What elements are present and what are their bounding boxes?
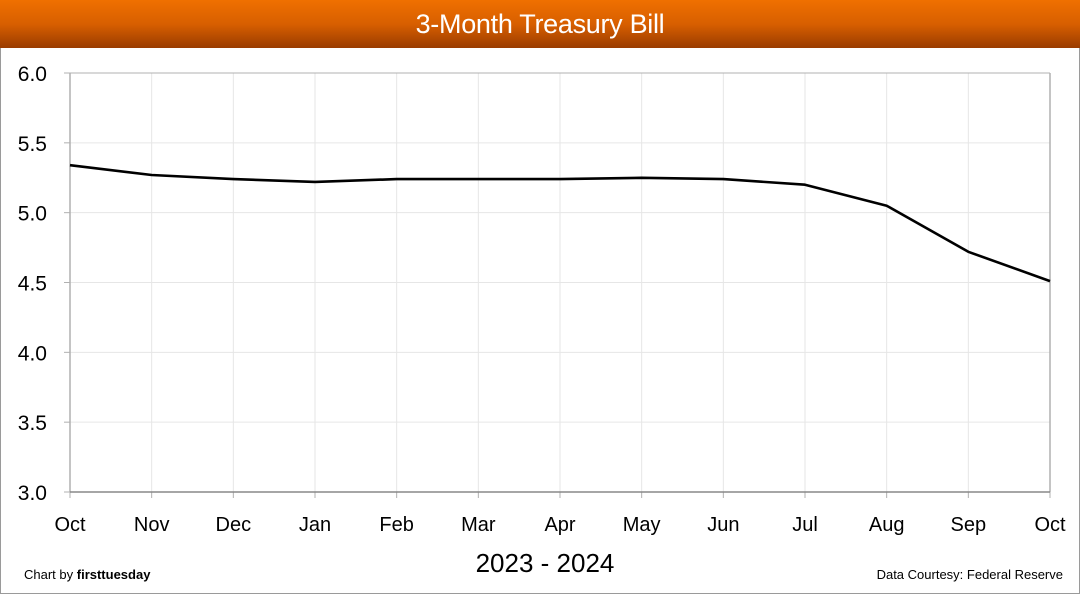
x-axis-title: 2023 - 2024 — [475, 548, 615, 578]
x-tick-label: Dec — [216, 514, 252, 536]
y-tick-label: 6.0 — [18, 63, 47, 86]
data-source: Data Courtesy: Federal Reserve — [876, 567, 1063, 582]
y-tick-label: 4.5 — [18, 273, 47, 296]
x-tick-label: Aug — [869, 514, 905, 536]
x-tick-label: Jan — [299, 514, 331, 536]
x-tick-label: Feb — [379, 514, 413, 536]
x-tick-label: Apr — [544, 514, 575, 536]
chart-credit: Chart by firsttuesday — [24, 567, 150, 582]
y-tick-label: 3.0 — [18, 482, 47, 505]
chart-title: 3-Month Treasury Bill — [0, 0, 1080, 48]
x-tick-label: Oct — [54, 514, 86, 536]
credit-prefix: Chart by — [24, 567, 77, 582]
y-tick-label: 5.5 — [18, 133, 47, 156]
x-tick-label: Oct — [1034, 514, 1066, 536]
x-tick-label: Jul — [792, 514, 818, 536]
x-tick-label: May — [623, 514, 661, 536]
x-tick-label: Nov — [134, 514, 170, 536]
y-tick-label: 3.5 — [18, 412, 47, 435]
x-tick-label: Mar — [461, 514, 496, 536]
y-tick-label: 4.0 — [18, 342, 47, 365]
y-tick-label: 5.0 — [18, 203, 47, 226]
x-tick-label: Sep — [951, 514, 987, 536]
credit-brand: firsttuesday — [76, 567, 151, 582]
x-tick-label: Jun — [707, 514, 739, 536]
series-line — [69, 163, 1051, 283]
